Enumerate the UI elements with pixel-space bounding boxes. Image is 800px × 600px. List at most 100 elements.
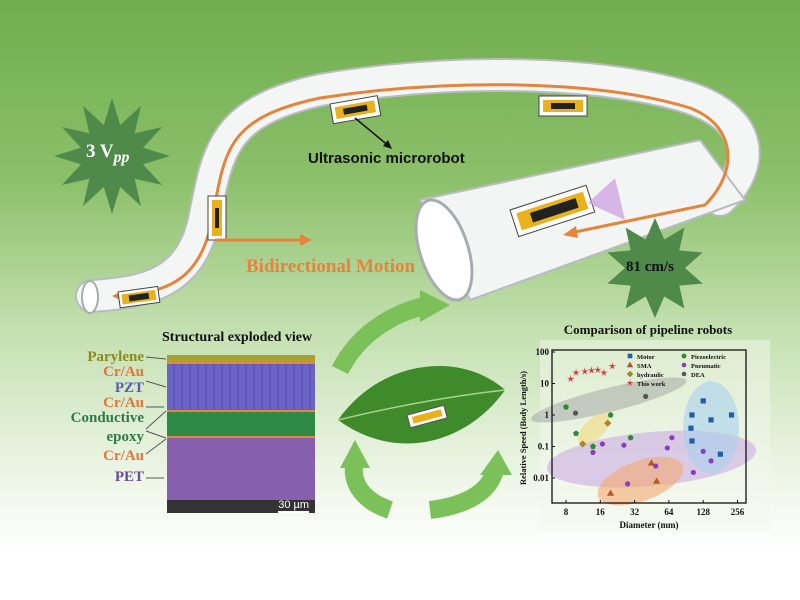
leaf-cycle: [331, 290, 512, 519]
motion-label: Bidirectional Motion: [246, 256, 416, 277]
robot-label: Ultrasonic microrobot: [308, 150, 465, 167]
data-point-this-work: [593, 365, 602, 374]
speed-label: 81 cm/s: [626, 259, 674, 275]
data-point-this-work: [599, 368, 608, 377]
shaded-region: [546, 430, 757, 488]
data-point-pneumatic: [653, 463, 659, 469]
y-tick-label: 100: [536, 347, 550, 357]
data-point-dea: [643, 393, 649, 399]
data-point-this-work: [580, 367, 589, 375]
data-point-this-work: [608, 362, 617, 370]
data-point-pneumatic: [700, 448, 706, 454]
layer-label-crau: Cr/Au: [103, 395, 144, 411]
x-tick-label: 256: [731, 507, 745, 517]
data-point-pneumatic: [621, 442, 627, 448]
scale-bar: 30 µm: [278, 499, 309, 513]
data-point-pneumatic: [664, 445, 670, 451]
data-point-this-work: [572, 368, 580, 377]
x-tick-label: 64: [664, 507, 674, 517]
legend-marker-sma: [626, 361, 634, 368]
structure-title: Structural exploded view: [162, 330, 313, 345]
x-tick-label: 8: [564, 507, 569, 517]
motion-path: [119, 83, 730, 298]
microrobots: [117, 95, 625, 309]
data-point-pneumatic: [708, 458, 714, 464]
shaded-region: [531, 377, 687, 423]
pipe-opening: [414, 198, 474, 302]
robot-pointer-line: [354, 117, 391, 148]
layer-label-pet: PET: [114, 469, 144, 485]
x-axis-label: Diameter (mm): [619, 520, 678, 530]
legend-label-pneumatic: Pneumatic: [691, 363, 721, 370]
legend-marker-pneumatic: [681, 362, 687, 368]
data-point-piezoelectric: [563, 403, 569, 410]
data-point-sma: [647, 459, 656, 466]
voltage-value: 3 V: [86, 141, 114, 162]
data-point-pneumatic: [590, 449, 596, 455]
pipe: [75, 58, 761, 314]
legend-label-sma: SMA: [637, 363, 652, 370]
layer-label-pzt: PZT: [114, 380, 144, 396]
y-tick-label: 0.1: [538, 442, 550, 452]
chart-background: [540, 340, 770, 530]
y-tick-label: 0.01: [533, 473, 549, 483]
legend-marker-piezoelectric: [681, 353, 687, 359]
legend-marker-dea: [681, 371, 687, 377]
y-tick-label: 10: [540, 379, 550, 389]
layer-label-conductive: Conductive: [70, 410, 144, 426]
legend-marker-this-work: [626, 379, 634, 387]
data-point-motor: [700, 398, 706, 404]
shaded-region: [597, 456, 684, 506]
legend-label-dea: DEA: [691, 372, 705, 379]
x-tick-label: 128: [696, 507, 710, 517]
data-point-pneumatic: [599, 441, 606, 447]
legend-label-piezoelectric: Piezoelectric: [691, 354, 726, 361]
y-tick-label: 1: [545, 410, 550, 420]
legend-label-this-work: This work: [637, 381, 666, 388]
arrowhead-right: [563, 226, 578, 238]
data-point-piezoelectric: [590, 443, 596, 450]
data-point-pneumatic: [625, 481, 631, 487]
data-point-motor: [689, 438, 695, 444]
layer-label-epoxy: epoxy: [106, 429, 145, 445]
sem-image: 30 µm: [167, 355, 315, 513]
pipe-wide-end: [418, 138, 747, 302]
data-point-hydraulic: [604, 419, 612, 427]
data-point-dea: [572, 410, 579, 416]
data-point-motor: [717, 451, 723, 457]
data-point-pneumatic: [669, 435, 675, 441]
data-point-sma: [653, 477, 661, 484]
legend-marker-motor: [627, 353, 633, 359]
layer-arrows: [145, 356, 167, 479]
x-tick-label: 16: [596, 507, 606, 517]
shaded-region: [683, 381, 740, 474]
green-arrow-right: [428, 467, 504, 519]
data-point-piezoelectric: [627, 434, 634, 441]
legend-marker-hydraulic: [626, 370, 634, 378]
speed-star: [607, 218, 703, 318]
voltage-star: [54, 98, 170, 214]
leaf: [338, 366, 505, 444]
data-point-motor: [688, 425, 694, 431]
data-point-this-work: [566, 374, 575, 383]
green-arrow-up: [331, 296, 432, 375]
shaded-region: [577, 413, 610, 446]
layer-label-parylene: Parylene: [87, 349, 144, 365]
layer-label-crau: Cr/Au: [103, 448, 144, 464]
plot-frame: [551, 349, 747, 504]
data-point-this-work: [587, 366, 596, 374]
data-point-motor: [708, 417, 714, 423]
voltage-subscript: pp: [113, 148, 130, 166]
data-point-pneumatic: [690, 469, 696, 476]
data-point-motor: [689, 412, 695, 418]
pipeline-illustration: [54, 58, 761, 318]
data-point-motor: [728, 412, 735, 418]
layer-label-crau: Cr/Au: [103, 364, 144, 380]
ultrasound-beam: [588, 178, 625, 220]
legend-label-hydraulic: hydraulic: [637, 372, 664, 379]
data-point-piezoelectric: [573, 430, 579, 436]
x-tick-label: 32: [630, 507, 640, 517]
voltage-label: 3 Vpp: [86, 141, 129, 167]
data-point-sma: [606, 489, 615, 496]
data-point-piezoelectric: [607, 411, 614, 418]
